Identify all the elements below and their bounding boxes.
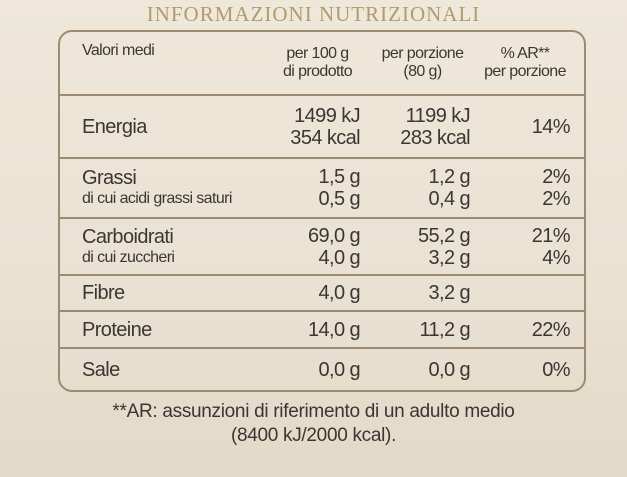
table-cell: 1,5 g 0,5 g bbox=[260, 159, 361, 217]
footnote-line: (8400 kJ/2000 kcal). bbox=[230, 425, 397, 446]
table-cell: 69,0 g 4,0 g bbox=[260, 219, 361, 274]
table-cell: 14% bbox=[480, 96, 571, 157]
cell-text: 14% bbox=[531, 115, 571, 138]
cell-text: 3,2 g bbox=[428, 246, 471, 269]
cell-text: 2% bbox=[542, 166, 570, 188]
table-cell: 2% 2% bbox=[480, 159, 570, 217]
table-row: Carboidrati di cui zuccheri 69,0 g 4,0 g 55,… bbox=[60, 217, 584, 274]
cell-text: 4,0 g bbox=[318, 246, 361, 269]
cell-text: 0,0 g bbox=[428, 358, 471, 381]
cell-text: 1199 kJ bbox=[405, 104, 471, 127]
cell-text: di cui zuccheri bbox=[82, 248, 175, 266]
column-header: per 100 g di prodotto bbox=[265, 32, 370, 94]
cell-text: Proteine bbox=[82, 318, 152, 341]
cell-text: 0,0 g bbox=[318, 358, 361, 381]
table-cell: 1199 kJ 283 kcal bbox=[365, 96, 470, 157]
cell-text: 0% bbox=[542, 358, 570, 381]
footnote-line: **AR: assunzioni di riferimento di un ad… bbox=[112, 401, 515, 422]
cell-text: 1,2 g bbox=[428, 166, 471, 188]
table-cell: 0% bbox=[480, 349, 570, 390]
column-header: per porzione (80 g) bbox=[370, 32, 475, 94]
table-cell: 0,0 g bbox=[365, 349, 471, 390]
cell-text: 283 kcal bbox=[400, 126, 470, 149]
cell-text: 22% bbox=[531, 318, 571, 341]
cell-text: Valori medi bbox=[82, 42, 155, 59]
cell-text: 4% bbox=[542, 246, 570, 269]
cell-text: 14,0 g bbox=[307, 318, 361, 341]
cell-text: Grassi bbox=[82, 167, 137, 189]
table-cell: 0,0 g bbox=[260, 349, 361, 390]
table-cell: 14,0 g bbox=[260, 312, 361, 347]
cell-text: 11,2 g bbox=[419, 318, 470, 341]
table-cell bbox=[480, 276, 570, 310]
table-cell: 21% 4% bbox=[480, 219, 571, 274]
table-cell: Proteine bbox=[82, 312, 272, 347]
column-header: Valori medi bbox=[82, 32, 232, 94]
cell-text: Energia bbox=[82, 115, 147, 138]
cell-text: Sale bbox=[82, 358, 120, 381]
cell-text: 4,0 g bbox=[318, 282, 361, 304]
cell-text: 55,2 g bbox=[417, 224, 471, 247]
column-header: % AR** per porzione bbox=[475, 32, 575, 94]
cell-text: (80 g) bbox=[403, 63, 442, 80]
table-cell: Energia bbox=[82, 96, 272, 157]
table-row: Fibre 4,0 g 3,2 g bbox=[60, 274, 584, 310]
cell-text: 1499 kJ bbox=[294, 104, 360, 127]
table-cell: 3,2 g bbox=[365, 276, 471, 310]
table-cell: Fibre bbox=[82, 276, 272, 310]
nutrition-table: Valori medi per 100 g di prodotto per porzi… bbox=[58, 30, 586, 392]
table-row: Sale 0,0 g 0,0 g 0% bbox=[60, 347, 584, 390]
cell-text: 21% bbox=[531, 224, 571, 247]
cell-text: 0,4 g bbox=[428, 188, 471, 210]
cell-text: di cui acidi grassi saturi bbox=[82, 190, 232, 207]
cell-text: Carboidrati bbox=[82, 225, 174, 248]
footnote: **AR: assunzioni di riferimento di un ad… bbox=[0, 400, 627, 448]
header-row: Valori medi per 100 g di prodotto per porzi… bbox=[60, 32, 584, 94]
table-cell: Grassi di cui acidi grassi saturi bbox=[82, 159, 272, 217]
table-cell: Sale bbox=[82, 349, 272, 390]
table-cell: Carboidrati di cui zuccheri bbox=[82, 219, 272, 274]
table-row: Proteine 14,0 g 11,2 g 22% bbox=[60, 310, 584, 347]
table-cell: 22% bbox=[480, 312, 571, 347]
cell-text: 3,2 g bbox=[428, 282, 471, 304]
table-row: Energia 1499 kJ 354 kcal 1199 kJ 283 kcal 14% bbox=[60, 94, 584, 157]
cell-text: 69,0 g bbox=[307, 224, 361, 247]
table-cell: 1499 kJ 354 kcal bbox=[260, 96, 360, 157]
cell-text: Fibre bbox=[82, 282, 125, 304]
cell-text: per 100 g bbox=[286, 45, 349, 62]
table-row: Grassi di cui acidi grassi saturi 1,5 g 0,5… bbox=[60, 157, 584, 217]
table-cell: 55,2 g 3,2 g bbox=[365, 219, 471, 274]
cell-text: per porzione bbox=[381, 45, 464, 62]
cell-text: 0,5 g bbox=[318, 188, 361, 210]
table-cell: 4,0 g bbox=[260, 276, 361, 310]
cell-text: % AR** bbox=[500, 45, 550, 62]
title: INFORMAZIONI NUTRIZIONALI bbox=[146, 2, 481, 26]
cell-text: di prodotto bbox=[282, 63, 353, 80]
table-cell: 11,2 g bbox=[365, 312, 470, 347]
cell-text: 1,5 g bbox=[318, 166, 361, 188]
cell-text: per porzione bbox=[484, 63, 566, 80]
cell-text: 354 kcal bbox=[290, 126, 360, 149]
cell-text: 2% bbox=[542, 188, 570, 210]
table-cell: 1,2 g 0,4 g bbox=[365, 159, 471, 217]
